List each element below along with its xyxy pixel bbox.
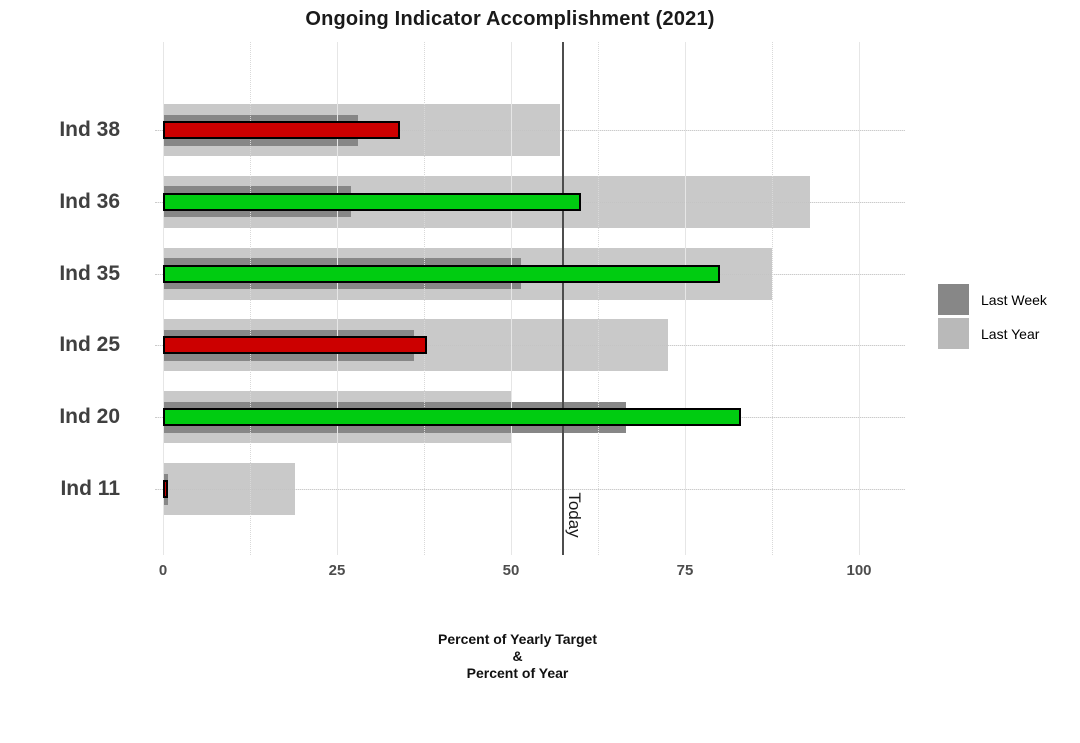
gridline-major xyxy=(859,42,860,555)
bar-current-ind-36 xyxy=(163,192,581,211)
gridline-major xyxy=(685,42,686,555)
legend-label-last-week: Last Week xyxy=(981,291,1047,308)
gridline-horizontal-dotted xyxy=(155,489,905,490)
chart-title: Ongoing Indicator Accomplishment (2021) xyxy=(305,8,715,30)
x-tick-label-0: 0 xyxy=(158,562,168,579)
legend-label-last-year: Last Year xyxy=(981,325,1040,342)
caption-line-2: & xyxy=(512,648,523,664)
legend: Last Week Last Year xyxy=(938,284,1047,352)
gridline-minor xyxy=(424,42,425,555)
y-axis-label-ind-11: Ind 11 xyxy=(60,477,120,500)
y-axis-label-ind-25: Ind 25 xyxy=(59,333,120,357)
bar-current-ind-35 xyxy=(163,264,720,283)
legend-item-last-week: Last Week xyxy=(938,284,1047,315)
gridline-minor xyxy=(772,42,773,555)
legend-item-last-year: Last Year xyxy=(938,318,1047,349)
gridline-major xyxy=(337,42,338,555)
y-axis-label-ind-20: Ind 20 xyxy=(59,405,120,429)
bar-current-ind-20 xyxy=(163,408,741,427)
y-axis-label-ind-38: Ind 38 xyxy=(59,118,120,141)
today-label: Today xyxy=(565,492,584,538)
bar-current-ind-38 xyxy=(163,121,400,139)
x-axis-caption: Percent of Yearly Target & Percent of Ye… xyxy=(0,631,1035,682)
gridline-horizontal-dotted xyxy=(155,345,905,347)
gridline-minor xyxy=(598,42,599,555)
legend-swatch-last-week xyxy=(938,284,969,315)
caption-line-3: Percent of Year xyxy=(466,665,569,681)
today-line xyxy=(562,42,565,555)
gridline-major xyxy=(163,42,164,555)
y-axis-label-ind-36: Ind 36 xyxy=(59,189,120,213)
x-tick-label-25: 25 xyxy=(328,562,346,579)
plot-panel xyxy=(155,42,905,555)
gridline-minor xyxy=(250,42,251,555)
gridline-major xyxy=(511,42,512,555)
x-tick-label-100: 100 xyxy=(846,562,872,579)
x-tick-label-75: 75 xyxy=(676,562,694,579)
x-tick-label-50: 50 xyxy=(502,562,520,579)
legend-swatch-last-year xyxy=(938,318,969,349)
gridline-horizontal-dotted xyxy=(155,130,905,131)
y-axis-label-ind-35: Ind 35 xyxy=(59,261,120,285)
bar-current-ind-11 xyxy=(163,480,168,498)
bar-current-ind-25 xyxy=(163,336,428,355)
caption-line-1: Percent of Yearly Target xyxy=(438,631,597,647)
